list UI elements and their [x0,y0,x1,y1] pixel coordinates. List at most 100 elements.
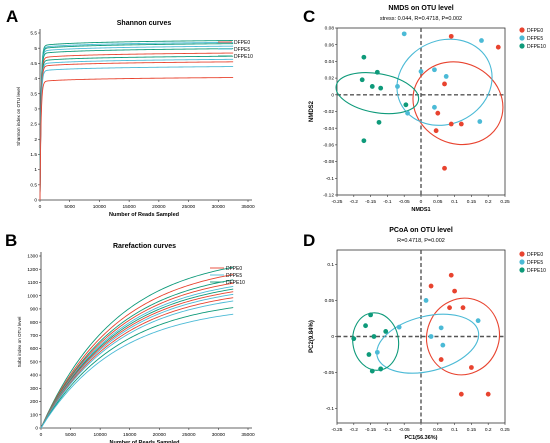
chart-subtitle: R=0.4718, P=0.002 [397,238,445,244]
x-tick-label: 5000 [64,204,75,210]
legend-marker-dfpe10 [519,43,525,49]
y-tick-label: 1300 [27,254,38,260]
data-point-dfpe5 [374,349,380,355]
x-tick-label: 25000 [182,432,196,438]
data-point-dfpe0 [448,272,454,278]
x-tick-label: -0.15 [365,199,376,205]
legend-marker-dfpe10 [519,267,525,273]
series-line-8 [39,61,234,201]
data-point-dfpe10 [374,69,380,75]
y-tick-label: 2 [34,137,37,143]
data-point-dfpe10 [376,119,382,125]
data-point-dfpe0 [469,365,474,370]
x-tick-label: 0.2 [485,199,492,205]
y-tick-label: 3 [34,107,37,113]
confidence-ellipse-dfpe5 [396,38,493,126]
panel-letter-c: C [303,7,315,26]
confidence-ellipse-dfpe5 [376,313,480,374]
y-tick-label: 0.05 [325,298,335,304]
series-line-0 [40,266,234,429]
x-tick-label: 20000 [153,432,167,438]
data-point-dfpe0 [485,391,491,397]
y-tick-label: 600 [30,346,38,352]
x-tick-label: 15000 [122,204,136,210]
y-tick-label: 700 [30,333,38,339]
x-tick-label: 0.1 [451,427,458,433]
y-tick-label: 3.5 [30,91,37,97]
data-point-dfpe10 [403,102,409,108]
panel-letter-a: A [6,7,18,26]
data-point-dfpe10 [366,352,372,357]
data-point-dfpe10 [361,138,367,144]
legend-label-dfpe5: DFPE5 [234,47,250,53]
legend-label-dfpe10: DFPE10 [234,54,253,60]
data-point-dfpe5 [440,342,446,348]
x-tick-label: -0.15 [365,427,376,433]
y-tick-label: 4.5 [30,61,37,67]
x-tick-label: 30000 [212,204,226,210]
data-point-dfpe5 [432,104,437,110]
x-axis-label: Number of Reads Sampled [109,212,179,218]
x-tick-label: 0 [40,432,43,438]
y-tick-label: 1000 [27,293,38,299]
data-point-dfpe10 [383,329,389,334]
x-tick-label: 0.15 [467,199,477,205]
y-tick-label: 0 [331,92,334,98]
data-point-dfpe0 [438,357,444,362]
series-line-8 [40,297,234,429]
data-point-dfpe5 [428,334,434,339]
confidence-ellipse-dfpe0 [426,297,500,376]
data-point-dfpe0 [448,33,454,39]
x-tick-label: -0.2 [350,427,359,433]
x-tick-label: -0.1 [383,199,392,205]
x-tick-label: 0.25 [500,199,510,205]
data-point-dfpe0 [447,305,452,311]
x-tick-label: 0 [420,199,423,205]
confidence-ellipse-dfpe10 [352,312,400,371]
y-axis-label: PC2(9.84%) [309,320,315,353]
panel-c: C NMDS on OTU level stress: 0.044, R=0.471… [303,5,546,213]
x-tick-label: -0.05 [399,199,410,205]
legend-label-dfpe0: DFPE0 [234,40,250,46]
chart-subtitle: stress: 0.044, R=0.4718, P=0.002 [380,16,462,22]
data-point-dfpe10 [371,334,377,339]
series-line-9 [40,300,234,429]
x-tick-label: -0.1 [383,427,392,433]
series-line-5 [40,288,234,429]
x-tick-label: 0.1 [451,199,458,205]
series-line-7 [40,293,234,429]
data-point-dfpe0 [442,165,447,171]
x-tick-label: 0 [420,427,423,433]
y-tick-label: 0.08 [325,26,335,32]
legend-marker-dfpe0 [519,251,525,257]
x-tick-label: 35000 [241,204,255,210]
x-tick-label: 35000 [241,432,255,438]
series-line-4 [40,285,234,429]
data-point-dfpe10 [368,312,373,318]
series-line-2 [40,279,234,429]
data-point-dfpe5 [395,84,400,89]
y-tick-label: 0.02 [325,76,335,82]
data-point-dfpe0 [452,288,457,294]
x-tick-label: 0.05 [433,199,443,205]
y-tick-label: 2.5 [30,122,37,128]
y-tick-label: 0 [331,334,334,340]
legend-label-dfpe5: DFPE5 [527,260,543,266]
y-tick-label: -0.1 [326,176,335,182]
x-tick-label: -0.2 [350,199,359,205]
legend-label-dfpe0: DFPE0 [527,252,543,258]
x-tick-label: 20000 [152,204,166,210]
data-point-dfpe10 [369,84,375,89]
y-tick-label: 1200 [27,267,38,273]
x-axis-label: NMDS1 [411,207,430,213]
data-point-dfpe0 [495,44,501,50]
data-point-dfpe0 [428,283,434,289]
data-point-dfpe10 [378,85,384,91]
x-axis-label: PC1(56.36%) [404,435,437,441]
x-tick-label: 5000 [65,432,76,438]
data-point-dfpe5 [423,298,429,303]
y-tick-label: 0.04 [325,59,335,65]
y-tick-label: 500 [30,359,38,365]
data-point-dfpe10 [351,336,357,342]
